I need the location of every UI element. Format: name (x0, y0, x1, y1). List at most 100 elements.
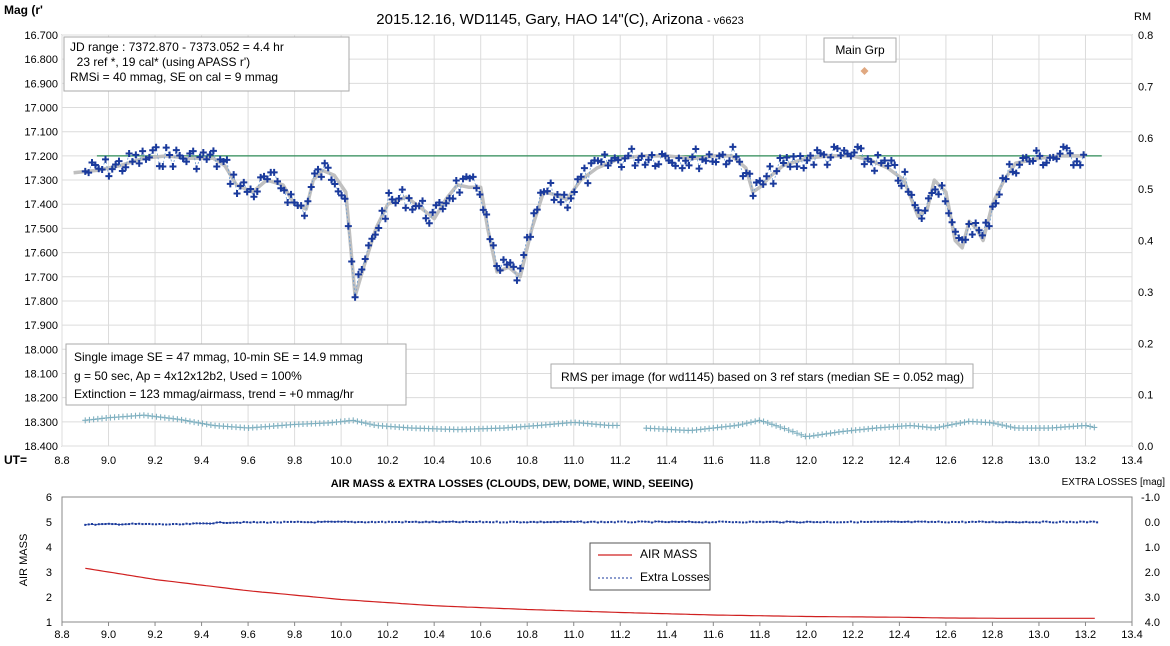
upper-x-tick-label: 10.0 (330, 455, 351, 467)
observation-point (631, 161, 639, 169)
extra-losses-point (944, 521, 947, 524)
upper-x-tick-label: 12.8 (982, 455, 1003, 467)
observation-point (233, 190, 241, 198)
extra-losses-point (1005, 520, 1008, 523)
observation-point (661, 152, 669, 160)
lower-y2-ticks: -1.0 0.0 1.0 2.0 3.0 4.0 (1141, 492, 1160, 629)
extra-losses-point (526, 521, 529, 524)
rms-point (1003, 422, 1010, 429)
observation-point (152, 143, 160, 151)
extra-losses-point (866, 520, 869, 523)
observation-point (250, 193, 258, 201)
observation-point (395, 195, 403, 203)
upper-x-tick-label: 12.6 (935, 455, 956, 467)
extra-losses-point (704, 520, 707, 523)
extra-losses-point (350, 520, 353, 523)
observation-point (257, 173, 265, 181)
lower-y-label: AIR MASS (18, 534, 30, 587)
observation-point (365, 241, 373, 249)
observation-point (1053, 155, 1061, 163)
observation-point (452, 176, 460, 184)
extra-losses-point (411, 520, 414, 523)
observation-point (513, 276, 521, 284)
rms-point (936, 424, 943, 431)
lower-data-layer (84, 520, 1099, 619)
extra-losses-point (117, 523, 120, 526)
extra-losses-point (728, 521, 731, 524)
observation-point (274, 177, 282, 185)
observation-point (995, 190, 1003, 198)
extra-losses-point (263, 521, 266, 524)
extra-losses-point (694, 521, 697, 524)
observation-point (280, 186, 288, 194)
observation-point (938, 181, 946, 189)
rms-point (819, 431, 826, 438)
extra-losses-point (482, 521, 485, 524)
observation-point (361, 255, 369, 263)
extra-losses-point (576, 520, 579, 523)
rms-point (735, 422, 742, 429)
rms-point (810, 432, 817, 439)
observation-point (921, 207, 929, 215)
upper-y-tick-label: 17.900 (24, 320, 58, 332)
extra-losses-point (873, 520, 876, 523)
observation-point (321, 159, 329, 167)
info-top-line-1: JD range : 7372.870 - 7373.052 = 4.4 hr (70, 40, 284, 54)
extra-losses-point (650, 521, 653, 524)
upper-y2-tick-label: 0.4 (1138, 236, 1153, 248)
lower-x-tick-label: 13.4 (1121, 629, 1142, 641)
observation-point (378, 207, 386, 215)
extra-losses-point (667, 521, 670, 524)
upper-x-tick-label: 9.0 (101, 455, 116, 467)
observation-point (297, 202, 305, 210)
observation-point (189, 147, 197, 155)
observation-point (675, 154, 683, 162)
observation-point (1016, 161, 1024, 169)
extra-losses-point (128, 523, 131, 526)
upper-y-tick-label: 17.500 (24, 223, 58, 235)
observation-point (557, 198, 565, 206)
extra-losses-point (782, 521, 785, 524)
observation-point (159, 163, 167, 171)
extra-losses-point (401, 521, 404, 524)
extra-losses-point (829, 521, 832, 524)
extra-losses-point (215, 521, 218, 524)
extra-losses-point (768, 520, 771, 523)
extra-losses-point (856, 521, 859, 524)
rms-point (614, 422, 621, 429)
extra-losses-point (408, 520, 411, 523)
extra-losses-point (239, 521, 242, 524)
extra-losses-point (205, 522, 208, 525)
extra-losses-point (364, 521, 367, 524)
rms-point (806, 433, 813, 440)
rms-point (731, 422, 738, 429)
observation-point (483, 211, 491, 219)
extra-losses-point (310, 521, 313, 524)
extra-losses-point (1096, 521, 1099, 524)
upper-x-tick-label: 8.8 (54, 455, 69, 467)
extra-losses-point (630, 521, 633, 524)
rms-note-box: RMS per image (for wd1145) based on 3 re… (550, 363, 974, 389)
observation-point (736, 158, 744, 166)
rms-point (186, 418, 193, 425)
extra-losses-point (957, 521, 960, 524)
observation-point (847, 152, 855, 160)
extra-losses-point (212, 522, 215, 525)
extra-losses-point (826, 520, 829, 523)
observation-point (203, 155, 211, 163)
upper-y-tick-label: 17.000 (24, 103, 58, 115)
observation-point (712, 158, 720, 166)
rms-point (932, 424, 939, 431)
extra-losses-point (458, 521, 461, 524)
observation-point (553, 190, 561, 198)
lower-y2-tick-label: 4.0 (1145, 617, 1160, 629)
observation-point (139, 147, 147, 155)
observation-point (732, 153, 740, 161)
observation-point (968, 231, 976, 239)
observation-point (803, 156, 811, 164)
extra-losses-point (283, 520, 286, 523)
observation-point (577, 173, 585, 181)
observation-point (230, 171, 238, 179)
rms-point (199, 420, 206, 427)
observation-point (334, 187, 342, 195)
